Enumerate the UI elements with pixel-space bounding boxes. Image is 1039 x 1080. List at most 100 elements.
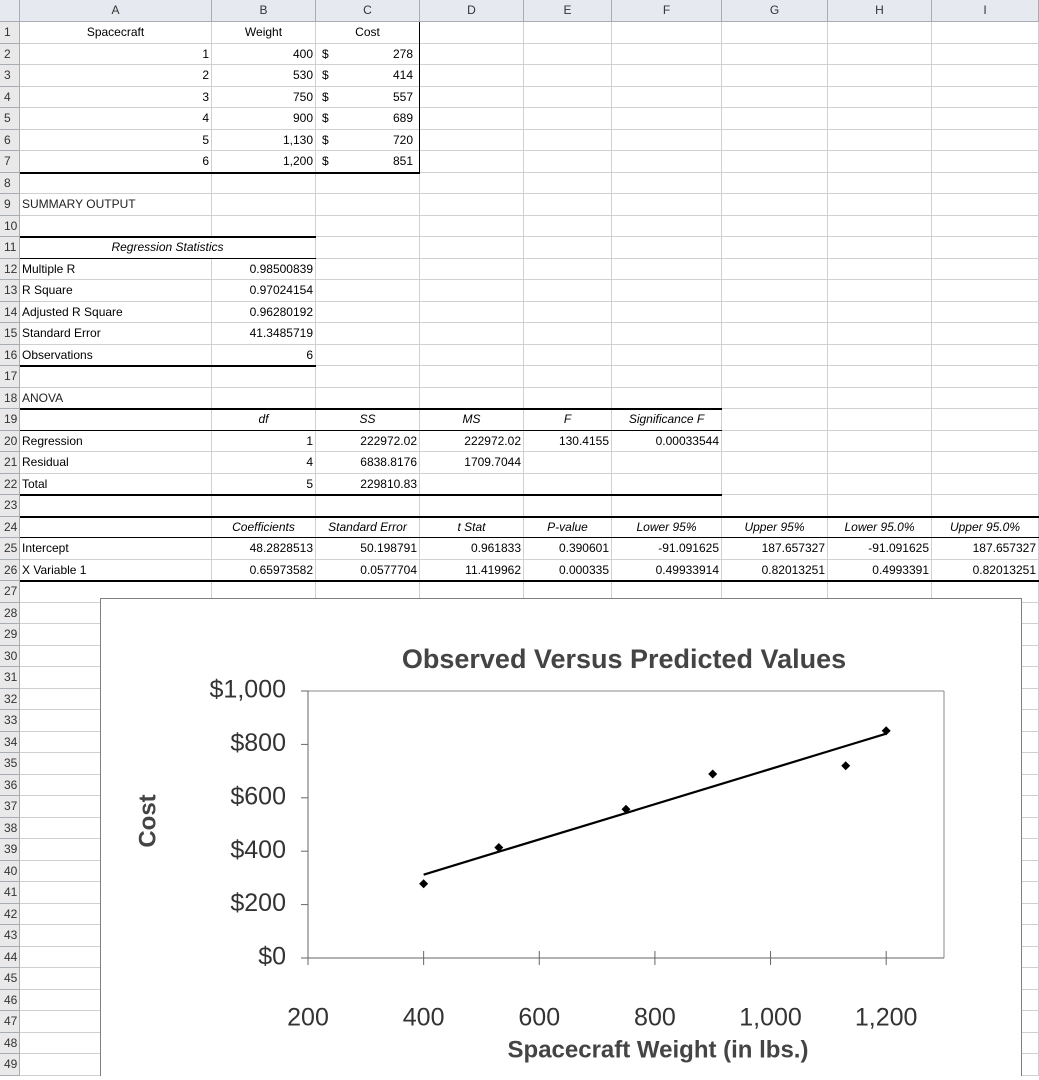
table-border xyxy=(20,429,722,431)
cell xyxy=(212,387,316,409)
column-header: E xyxy=(524,0,612,22)
cell xyxy=(828,86,932,108)
cell xyxy=(612,43,722,65)
cell xyxy=(932,258,1039,280)
cell xyxy=(828,43,932,65)
row-header: 25 xyxy=(0,538,20,560)
row-header: 16 xyxy=(0,344,20,366)
cell: Observations xyxy=(20,344,212,366)
cell: 0.96280192 xyxy=(212,301,316,323)
cell xyxy=(420,172,524,194)
currency-symbol: $ xyxy=(322,154,329,168)
cell xyxy=(316,495,420,517)
cell: 0.4993391 xyxy=(828,559,932,581)
cell: 0.0577704 xyxy=(316,559,420,581)
cell xyxy=(722,323,828,345)
cell xyxy=(828,452,932,474)
cell xyxy=(828,409,932,431)
cell xyxy=(524,215,612,237)
cell: 400 xyxy=(212,43,316,65)
cell: 0.82013251 xyxy=(722,559,828,581)
column-header: I xyxy=(932,0,1039,22)
cell xyxy=(828,129,932,151)
table-border xyxy=(419,22,420,173)
column-header: B xyxy=(212,0,316,22)
cell xyxy=(722,473,828,495)
cell: 5 xyxy=(20,129,212,151)
observed-point xyxy=(419,879,429,889)
cell: 1 xyxy=(212,430,316,452)
cell xyxy=(316,323,420,345)
cell xyxy=(20,516,212,538)
cell: 0.000335 xyxy=(524,559,612,581)
cell: 0.961833 xyxy=(420,538,524,560)
cell xyxy=(316,215,420,237)
cell: 0.97024154 xyxy=(212,280,316,302)
cell xyxy=(420,237,524,259)
cell xyxy=(932,151,1039,173)
cell xyxy=(524,280,612,302)
cell: 0.65973582 xyxy=(212,559,316,581)
cell: -91.091625 xyxy=(828,538,932,560)
cell: P-value xyxy=(524,516,612,538)
row-header: 31 xyxy=(0,667,20,689)
row-header: 10 xyxy=(0,215,20,237)
row-header: 47 xyxy=(0,1011,20,1033)
row-header: 23 xyxy=(0,495,20,517)
cell: Residual xyxy=(20,452,212,474)
row-header: 34 xyxy=(0,731,20,753)
cell xyxy=(828,65,932,87)
x-tick-label: 400 xyxy=(403,1004,445,1032)
x-tick-label: 600 xyxy=(518,1004,560,1032)
currency-symbol: $ xyxy=(322,46,329,61)
cell: 0.390601 xyxy=(524,538,612,560)
cell xyxy=(212,495,316,517)
cell xyxy=(828,151,932,173)
cell xyxy=(932,194,1039,216)
cell: 0.00033544 xyxy=(612,430,722,452)
cell: 750 xyxy=(212,86,316,108)
cell xyxy=(420,22,524,44)
table-border xyxy=(20,257,316,259)
y-tick-label: $1,000 xyxy=(210,676,286,704)
cell: Regression Statistics xyxy=(20,237,316,259)
cell xyxy=(420,65,524,87)
y-tick-label: $400 xyxy=(230,836,286,864)
cell xyxy=(722,22,828,44)
cell xyxy=(420,194,524,216)
cell xyxy=(420,215,524,237)
column-header: D xyxy=(420,0,524,22)
cell xyxy=(420,301,524,323)
row-header: 14 xyxy=(0,301,20,323)
cell xyxy=(420,258,524,280)
cell xyxy=(524,323,612,345)
cell xyxy=(212,194,316,216)
row-header: 1 xyxy=(0,22,20,44)
currency-symbol: $ xyxy=(322,132,329,147)
cell xyxy=(932,215,1039,237)
cell xyxy=(722,344,828,366)
currency-symbol: $ xyxy=(322,111,329,125)
cell xyxy=(420,108,524,130)
row-header: 13 xyxy=(0,280,20,302)
cell: 1,200 xyxy=(212,151,316,173)
cell: ANOVA xyxy=(20,387,212,409)
currency-symbol: $ xyxy=(322,68,329,82)
table-border xyxy=(20,236,316,238)
cell: 130.4155 xyxy=(524,430,612,452)
cell xyxy=(722,151,828,173)
cell xyxy=(316,194,420,216)
x-tick-label: 800 xyxy=(634,1004,676,1032)
cell: 4 xyxy=(212,452,316,474)
row-header: 28 xyxy=(0,602,20,624)
cell xyxy=(828,172,932,194)
chart-frame: Observed Versus Predicted Values Spacecr… xyxy=(100,598,1022,1076)
cell xyxy=(420,280,524,302)
row-header: 37 xyxy=(0,796,20,818)
cell xyxy=(612,387,722,409)
cell xyxy=(420,366,524,388)
cell xyxy=(722,301,828,323)
cell xyxy=(524,344,612,366)
cell: 11.419962 xyxy=(420,559,524,581)
observed-point xyxy=(881,726,891,736)
